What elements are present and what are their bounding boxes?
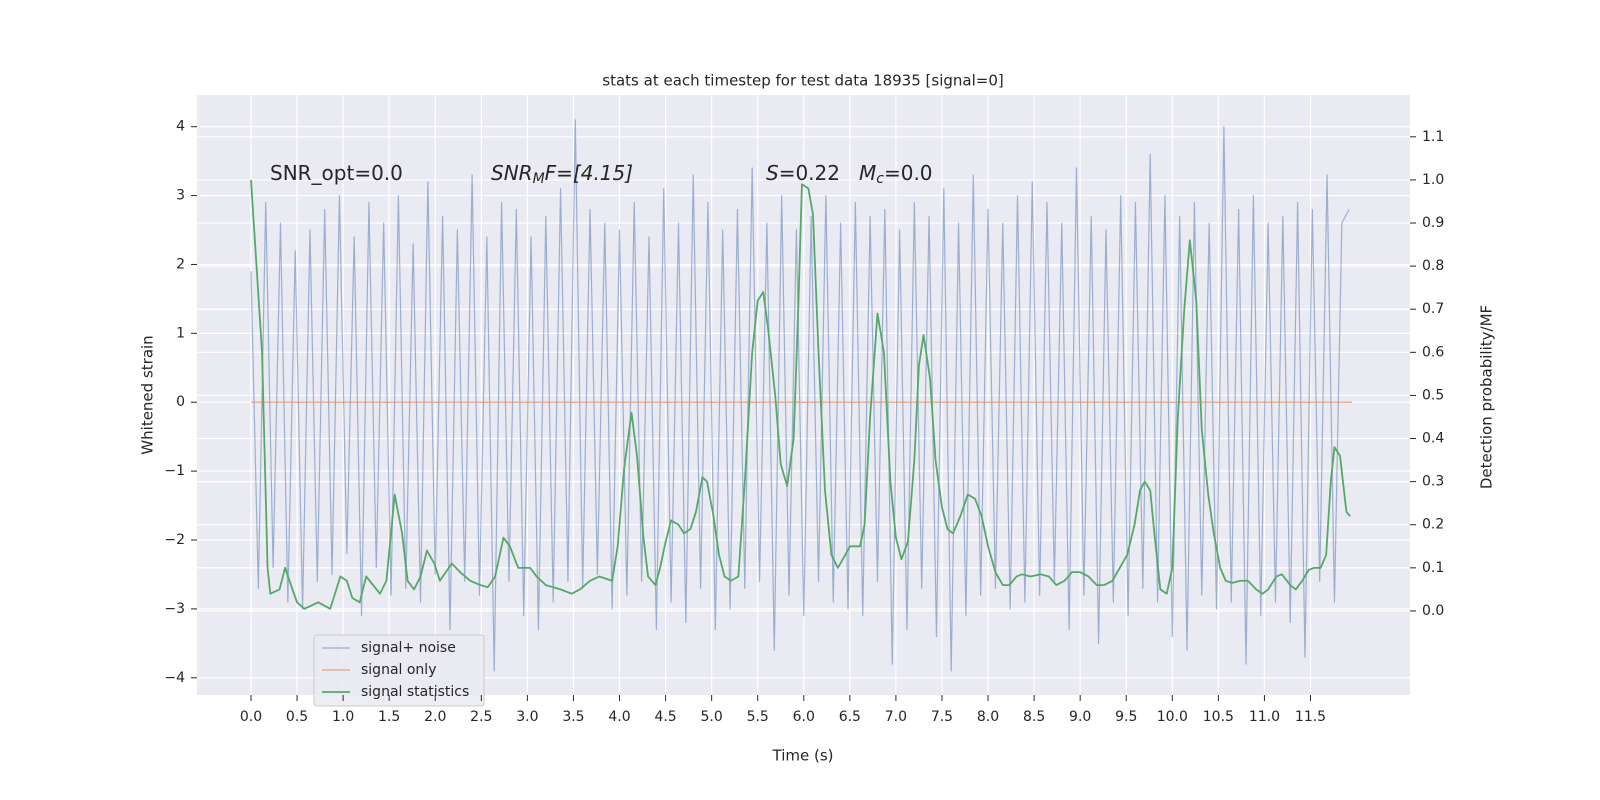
chart-title: stats at each timestep for test data 189… [602, 72, 1003, 90]
marks [250, 119, 1352, 672]
y-tick-label: 1 [176, 325, 185, 341]
x-tick-label: 4.5 [654, 709, 676, 725]
x-tick-label: 8.0 [977, 709, 999, 725]
y2-tick-label: 0.7 [1422, 301, 1444, 317]
y2-tick-label: 0.2 [1422, 517, 1444, 533]
y2-axis-label: Detection probability/MF [1478, 305, 1496, 489]
annotation-text: =0.0 [884, 161, 933, 185]
y-tick-label: 2 [176, 256, 185, 272]
y-tick-label: 4 [176, 119, 185, 135]
annotation: SNRMF=[4.15] [491, 161, 633, 188]
x-tick-label: 8.5 [1023, 709, 1045, 725]
y-tick-label: −1 [164, 463, 185, 479]
annotation-text: F=[4.15] [545, 161, 633, 185]
annotation-subscript: c [876, 171, 884, 187]
x-tick-label: 10.5 [1203, 709, 1234, 725]
x-tick-label: 7.0 [885, 709, 907, 725]
y-axis-label: Whitened strain [139, 335, 157, 454]
x-tick-label: 4.0 [608, 709, 630, 725]
x-axis-label: Time (s) [772, 747, 834, 765]
x-tick-label: 3.5 [562, 709, 584, 725]
series-line [250, 119, 1350, 672]
y-tick-label: −2 [164, 532, 185, 548]
y2-tick-label: 0.9 [1422, 215, 1444, 231]
x-tick-label: 0.0 [240, 709, 262, 725]
y2-tick-label: 0.1 [1422, 560, 1444, 576]
annotation-subscript: M [533, 171, 545, 187]
annotation: S=0.22 [766, 161, 840, 185]
y2-tick-label: 0.3 [1422, 474, 1444, 490]
y2-tick-label: 0.6 [1422, 344, 1444, 360]
x-tick-label: 11.5 [1295, 709, 1326, 725]
x-tick-label: 11.0 [1249, 709, 1280, 725]
legend-label: signal only [361, 662, 436, 678]
x-tick-label: 2.5 [470, 709, 492, 725]
annotation-text: SNR_opt=0.0 [270, 161, 403, 185]
y2-tick-label: 0.8 [1422, 258, 1444, 274]
x-tick-label: 0.5 [286, 709, 308, 725]
y2-tick-label: 1.1 [1422, 129, 1444, 145]
annotation-text: =0.22 [779, 161, 840, 185]
y-tick-label: 3 [176, 188, 185, 204]
annotation: SNR_opt=0.0 [270, 161, 403, 185]
y2-tick-label: 0.5 [1422, 387, 1444, 403]
annotation-text: M [859, 161, 876, 185]
x-tick-label: 6.0 [793, 709, 815, 725]
y-tick-label: −3 [164, 601, 185, 617]
y-tick-label: −4 [164, 670, 185, 686]
y2-tick-label: 0.0 [1422, 603, 1444, 619]
x-tick-label: 1.5 [378, 709, 400, 725]
series-line [250, 179, 1351, 610]
y2-tick-label: 0.4 [1422, 431, 1444, 447]
x-tick-label: 6.5 [839, 709, 861, 725]
x-tick-label: 1.0 [332, 709, 354, 725]
annotation-text: SNR [491, 161, 533, 185]
x-tick-label: 10.0 [1157, 709, 1188, 725]
x-tick-label: 2.0 [424, 709, 446, 725]
legend-box [313, 634, 485, 707]
x-tick-label: 5.0 [701, 709, 723, 725]
y2-tick-label: 1.0 [1422, 172, 1444, 188]
annotation: Mc=0.0 [859, 161, 933, 188]
x-tick-label: 9.5 [1115, 709, 1137, 725]
x-tick-label: 7.5 [931, 709, 953, 725]
legend-label: signal statistics [361, 684, 469, 700]
x-tick-label: 3.0 [516, 709, 538, 725]
y-tick-label: 0 [176, 394, 185, 410]
annotation-text: S [766, 161, 779, 185]
legend: signal+ noise signal only signal statistic… [313, 634, 485, 707]
x-tick-label: 5.5 [747, 709, 769, 725]
legend-label: signal+ noise [361, 640, 456, 656]
x-tick-label: 9.0 [1069, 709, 1091, 725]
